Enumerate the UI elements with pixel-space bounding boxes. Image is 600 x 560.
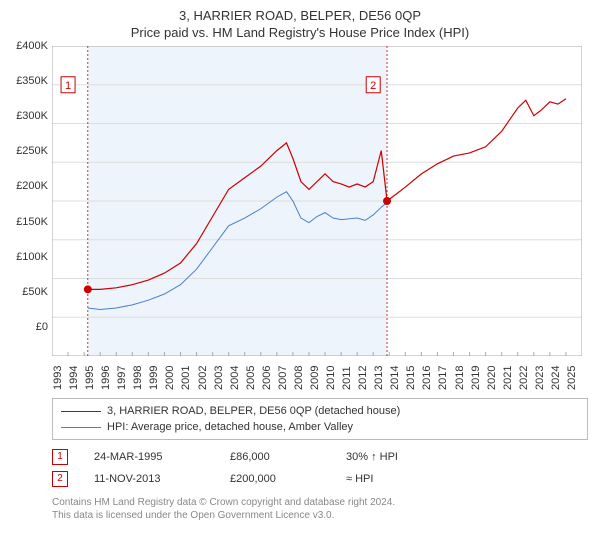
event-marker-id: 2 [52, 471, 68, 487]
y-tick-label: £350K [12, 75, 48, 110]
svg-text:2: 2 [370, 80, 376, 92]
chart-subtitle: Price paid vs. HM Land Registry's House … [12, 25, 588, 40]
event-row: 2 11-NOV-2013 £200,000 ≈ HPI [52, 468, 588, 490]
plot-svg: 12 [52, 46, 582, 356]
footer-line-2: This data is licensed under the Open Gov… [52, 509, 588, 522]
svg-text:1: 1 [65, 80, 71, 92]
chart-area: £400K£350K£300K£250K£200K£150K£100K£50K£… [12, 46, 588, 356]
legend-swatch [61, 427, 101, 428]
legend-label: 3, HARRIER ROAD, BELPER, DE56 0QP (detac… [107, 403, 400, 419]
x-axis-labels: 1993199419951996199719981999200020012002… [52, 356, 582, 394]
y-tick-label: £150K [12, 216, 48, 251]
legend-row: 3, HARRIER ROAD, BELPER, DE56 0QP (detac… [61, 403, 579, 419]
chart-title: 3, HARRIER ROAD, BELPER, DE56 0QP [12, 8, 588, 23]
plot-wrap: 12 [52, 46, 582, 356]
y-axis-labels: £400K£350K£300K£250K£200K£150K£100K£50K£… [12, 46, 52, 356]
event-date: 11-NOV-2013 [94, 468, 204, 490]
y-tick-label: £400K [12, 40, 48, 75]
event-marker-id: 1 [52, 449, 68, 465]
y-tick-label: £100K [12, 251, 48, 286]
y-tick-label: £250K [12, 145, 48, 180]
legend-swatch [61, 411, 101, 412]
event-price: £200,000 [230, 468, 320, 490]
event-delta: ≈ HPI [346, 468, 373, 490]
legend-label: HPI: Average price, detached house, Ambe… [107, 419, 353, 435]
event-row: 1 24-MAR-1995 £86,000 30% ↑ HPI [52, 446, 588, 468]
y-tick-label: £200K [12, 180, 48, 215]
footer-line-1: Contains HM Land Registry data © Crown c… [52, 496, 588, 509]
event-date: 24-MAR-1995 [94, 446, 204, 468]
legend-row: HPI: Average price, detached house, Ambe… [61, 419, 579, 435]
y-tick-label: £0 [12, 321, 48, 356]
y-tick-label: £50K [12, 286, 48, 321]
legend-box: 3, HARRIER ROAD, BELPER, DE56 0QP (detac… [52, 398, 588, 440]
event-price: £86,000 [230, 446, 320, 468]
events-table: 1 24-MAR-1995 £86,000 30% ↑ HPI 2 11-NOV-2013… [52, 446, 588, 490]
footer-attribution: Contains HM Land Registry data © Crown c… [52, 496, 588, 522]
event-delta: 30% ↑ HPI [346, 446, 398, 468]
y-tick-label: £300K [12, 110, 48, 145]
